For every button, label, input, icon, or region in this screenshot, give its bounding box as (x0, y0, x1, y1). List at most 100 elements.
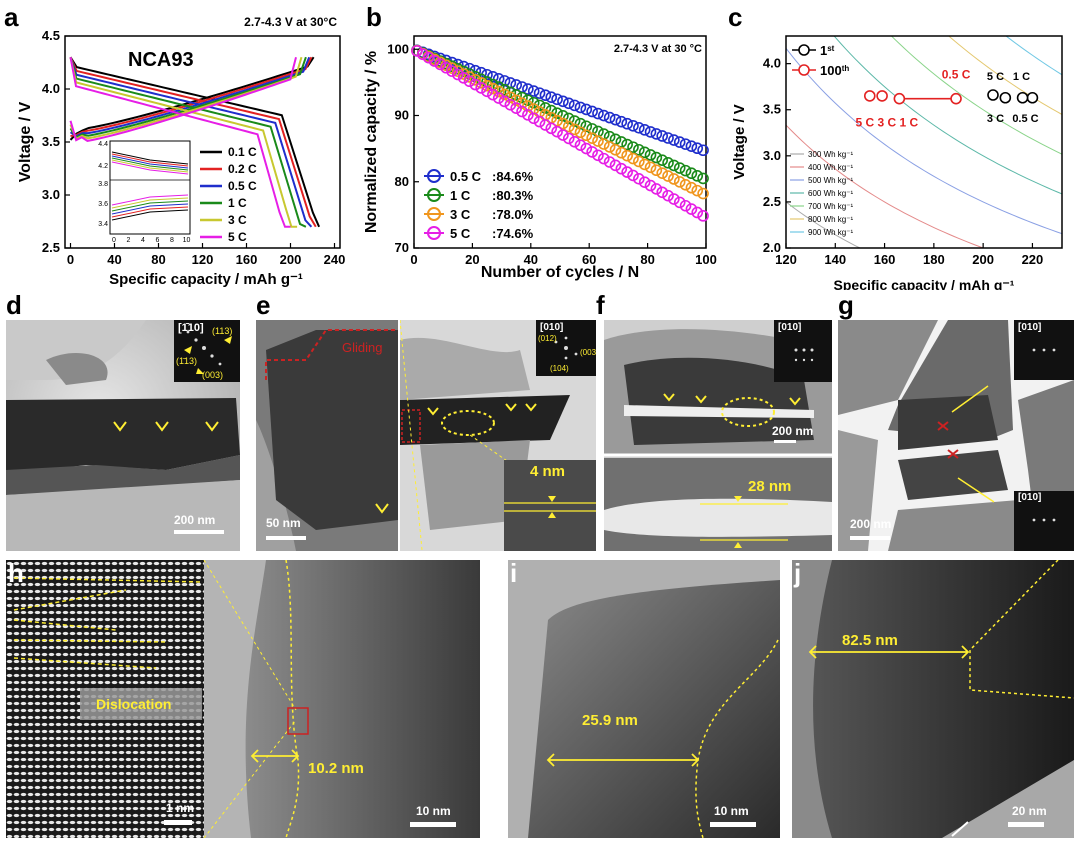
data-point-3C (568, 123, 581, 136)
energy-density-line (890, 36, 1062, 155)
diffraction-zone-label: [010] (540, 322, 564, 333)
data-point-3C (452, 65, 464, 77)
y-tick-label: 90 (395, 108, 409, 123)
tem-panel-f: [010] 200 nm 28 nm (604, 320, 832, 551)
data-point-1C (504, 86, 517, 99)
data-point-1C (673, 162, 686, 174)
data-point-05C (586, 105, 598, 118)
data-point-5C (481, 85, 493, 98)
scale-bar-label: 10 nm (416, 804, 451, 818)
data-point-5C (504, 98, 517, 111)
data-point-5C (662, 189, 674, 202)
data-point-05C (592, 107, 604, 120)
inset-y-tick-label: 4.2 (98, 163, 108, 170)
diffraction-spot-label: (012) (538, 334, 557, 343)
diffraction-spot-label: (003) (202, 370, 224, 380)
energy-legend-label: 700 Wh kg⁻¹ (808, 202, 853, 211)
inset-curve (111, 200, 189, 212)
inset-x-tick-label: 6 (156, 237, 160, 244)
x-tick-label: 60 (582, 252, 596, 267)
legend-retention: :78.0% (492, 207, 534, 222)
legend-label: 1st (820, 43, 835, 58)
inset-y-tick-label: 3.6 (98, 201, 108, 208)
legend-label: 0.2 C (228, 162, 257, 176)
energy-legend-label: 800 Wh kg⁻¹ (808, 215, 853, 224)
tem-panel-e-right: [010] (012) (003) (104) 4 nm (400, 320, 596, 551)
inset-y-tick-label: 3.8 (98, 181, 108, 188)
data-point-05C (638, 124, 651, 136)
discharge-curve-1C (69, 56, 307, 228)
data-point-5C (557, 129, 569, 141)
inset-curve (111, 151, 189, 165)
data-point-5C (574, 139, 587, 151)
chart-a-inset (109, 140, 191, 235)
inset-curve (111, 197, 189, 209)
energy-legend-label: 500 Wh kg⁻¹ (808, 176, 853, 185)
diffraction-zone-label: [1̄10] (178, 322, 204, 334)
panel-letter-i: i (510, 560, 518, 588)
data-point-05C (562, 97, 575, 110)
data-point-05C (504, 77, 517, 89)
data-point-3C (475, 76, 487, 89)
scale-bar-label: 1 nm (166, 801, 195, 815)
data-point-3C (586, 132, 598, 144)
x-tick-label: 140 (824, 252, 846, 267)
data-point-3C (592, 135, 604, 147)
diffraction-spot-label: (1̄13) (176, 356, 198, 366)
point-100th-cycle (950, 92, 962, 105)
point-100th-cycle (863, 90, 876, 102)
x-tick-label: 120 (192, 252, 214, 267)
point-1st-cycle (1016, 91, 1029, 104)
data-point-1C (656, 154, 669, 166)
inset-curve (111, 155, 189, 169)
legend-marker (798, 44, 810, 56)
data-point-5C (452, 68, 464, 81)
data-point-5C (539, 119, 552, 131)
data-point-05C (498, 75, 511, 87)
data-point-5C (592, 149, 604, 162)
data-point-1C (516, 91, 528, 104)
data-point-1C (644, 149, 657, 161)
y-tick-label: 2.5 (42, 240, 60, 255)
data-point-1C (522, 94, 534, 106)
diffraction-zone-label: [010] (778, 322, 802, 333)
data-point-5C (685, 203, 698, 215)
y-tick-label: 3.5 (42, 134, 60, 149)
data-point-5C (691, 206, 704, 219)
legend-label-suffix: th (842, 64, 850, 73)
y-tick-label: 3.5 (763, 102, 781, 117)
data-point-1C (638, 146, 651, 159)
data-point-5C (440, 61, 452, 74)
panel-letter-a: a (4, 2, 19, 32)
data-point-05C (580, 103, 593, 116)
data-point-3C (504, 91, 517, 104)
data-point-5C (498, 95, 511, 108)
point-1st-cycle (999, 91, 1012, 104)
charge-curve-02C (70, 56, 313, 138)
data-point-1C (650, 151, 663, 164)
x-tick-label: 160 (874, 252, 896, 267)
energy-density-line (833, 36, 1062, 195)
data-point-3C (469, 74, 482, 86)
legend-label: 0.5 C (228, 179, 257, 193)
y-tick-label: 4.0 (42, 81, 60, 96)
diffraction-zone-label: [010] (1018, 492, 1042, 503)
panel-letter-f: f (596, 290, 605, 320)
data-point-3C (498, 88, 511, 101)
x-tick-label: 40 (524, 252, 538, 267)
inset-curve (111, 206, 189, 218)
data-point-05C (568, 99, 581, 112)
data-point-3C (580, 129, 593, 142)
legend-label: 1 C (228, 196, 247, 210)
inset-y-tick-label: 4.4 (98, 141, 108, 148)
x-tick-label: 220 (1022, 252, 1044, 267)
data-point-5C (673, 196, 686, 209)
data-point-05C (533, 87, 546, 99)
data-point-5C (598, 152, 610, 165)
data-point-05C (615, 115, 628, 128)
data-point-05C (691, 142, 704, 155)
data-point-05C (522, 83, 534, 95)
width-label: 82.5 nm (842, 632, 898, 649)
scale-bar-label: 200 nm (174, 513, 216, 527)
data-point-5C (679, 199, 692, 212)
